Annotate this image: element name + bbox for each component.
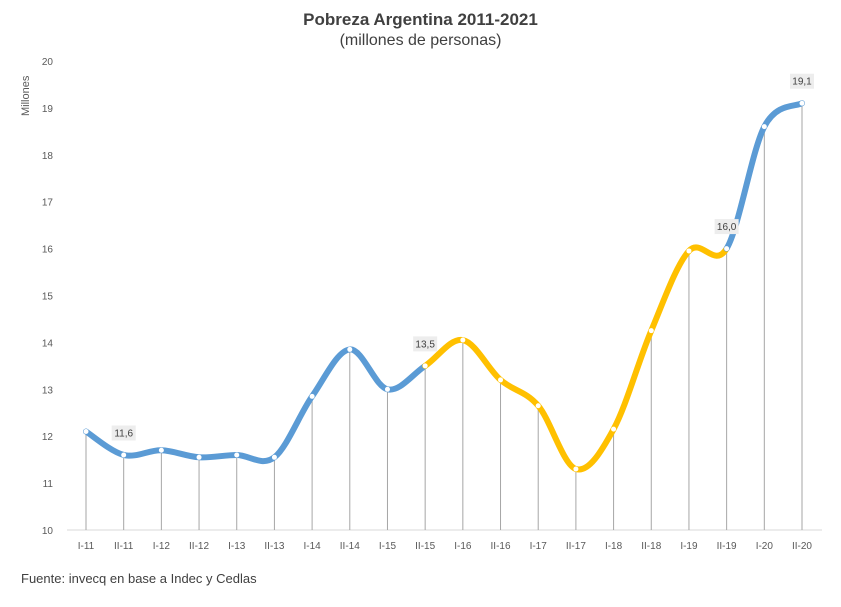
- data-label: 16,0: [717, 222, 737, 233]
- y-tick-label: 15: [42, 292, 54, 303]
- y-tick-label: 14: [42, 338, 54, 349]
- data-point: [686, 248, 692, 254]
- data-point: [648, 328, 654, 334]
- x-tick-label: II-11: [114, 541, 134, 552]
- y-tick-label: 17: [42, 198, 54, 209]
- series-segment: [422, 244, 730, 473]
- data-point: [460, 337, 466, 343]
- data-point: [271, 454, 277, 460]
- x-tick-label: I-19: [680, 541, 698, 552]
- data-label-box: [413, 336, 438, 352]
- x-tick-label: I-14: [303, 541, 321, 552]
- x-tick-label: I-20: [756, 541, 774, 552]
- y-tick-label: 11: [43, 479, 54, 490]
- x-tick-label: I-13: [228, 541, 246, 552]
- y-tick-label: 18: [42, 151, 54, 162]
- data-point: [347, 346, 353, 352]
- data-point: [498, 377, 504, 383]
- data-point: [799, 100, 805, 106]
- y-tick-label: 16: [42, 245, 54, 256]
- data-point: [158, 447, 164, 453]
- data-point: [83, 429, 89, 435]
- data-point: [422, 363, 428, 369]
- data-point: [761, 124, 767, 130]
- x-tick-label: II-15: [415, 541, 435, 552]
- drop-lines: [85, 103, 803, 530]
- series-segment: [83, 346, 429, 465]
- data-point: [196, 454, 202, 460]
- x-tick-label: II-19: [717, 541, 737, 552]
- y-axis-label: Millones: [20, 75, 32, 116]
- x-tick-label: II-14: [340, 541, 360, 552]
- series-line: [83, 100, 805, 473]
- data-label: 11,6: [114, 428, 133, 439]
- data-labels: 11,6 13,5 16,0 19,1: [111, 73, 814, 441]
- chart-title: Pobreza Argentina 2011-2021: [303, 10, 538, 29]
- data-point: [535, 403, 541, 409]
- data-point: [234, 452, 240, 458]
- data-label-box: [111, 425, 136, 441]
- y-axis: 10 11 12 13 14 15 16 17 18 19 20: [42, 57, 54, 537]
- y-tick-label: 10: [42, 526, 54, 537]
- data-point: [573, 466, 579, 472]
- y-tick-label: 12: [42, 432, 54, 443]
- data-label-box: [714, 219, 739, 235]
- x-tick-label: II-13: [264, 541, 284, 552]
- x-tick-label: I-16: [454, 541, 472, 552]
- data-point: [121, 452, 127, 458]
- data-label: 19,1: [792, 77, 812, 88]
- x-tick-label: II-17: [566, 541, 586, 552]
- data-points: [83, 100, 805, 472]
- x-tick-label: I-12: [153, 541, 171, 552]
- data-point: [309, 393, 315, 399]
- data-point: [611, 426, 617, 432]
- x-tick-label: I-17: [530, 541, 548, 552]
- x-tick-label: I-18: [605, 541, 623, 552]
- data-point: [384, 386, 390, 392]
- x-tick-label: II-20: [792, 541, 812, 552]
- x-tick-label: II-12: [189, 541, 209, 552]
- y-tick-label: 13: [42, 385, 54, 396]
- data-label: 13,5: [415, 339, 435, 350]
- x-axis: I-11 II-11 I-12 II-12 I-13 II-13 I-14 II-14 I-15…: [67, 529, 822, 552]
- chart-subtitle: (millones de personas): [339, 32, 502, 49]
- data-label-box: [790, 73, 814, 89]
- x-tick-label: II-16: [491, 541, 511, 552]
- x-tick-label: II-18: [641, 541, 661, 552]
- data-point: [724, 246, 730, 252]
- source-note: Fuente: invecq en base a Indec y Cedlas: [21, 571, 257, 586]
- y-tick-label: 19: [42, 104, 54, 115]
- y-tick-label: 20: [42, 57, 54, 68]
- x-tick-label: I-11: [78, 541, 95, 552]
- x-tick-label: I-15: [379, 541, 397, 552]
